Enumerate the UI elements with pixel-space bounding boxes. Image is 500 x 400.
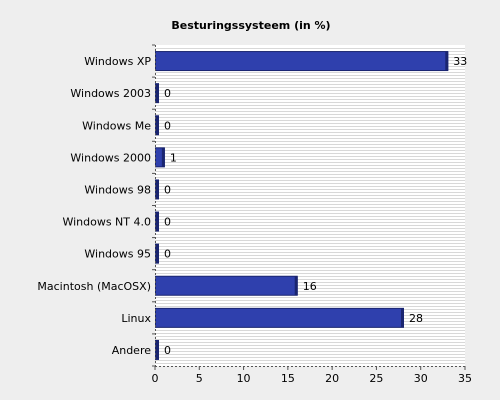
x-tick-label: 5 [196, 372, 203, 385]
data-label: 0 [164, 183, 171, 196]
data-label: 1 [170, 151, 177, 164]
bar-edge [156, 212, 159, 232]
category-label: Macintosh (MacOSX) [37, 280, 151, 293]
category-label: Windows 98 [84, 183, 151, 196]
bar-edge [156, 244, 159, 264]
bar-edge [156, 115, 159, 135]
data-label: 0 [164, 344, 171, 357]
data-label: 0 [164, 248, 171, 261]
x-tick-label: 0 [152, 372, 159, 385]
data-label: 33 [453, 55, 467, 68]
data-label: 0 [164, 119, 171, 132]
category-label: Windows Me [82, 119, 151, 132]
x-tick-label: 20 [325, 372, 339, 385]
bar-edge [156, 83, 159, 103]
category-label: Windows NT 4.0 [62, 216, 151, 229]
chart-title: Besturingssysteem (in %) [171, 19, 330, 32]
x-tick-label: 25 [369, 372, 383, 385]
x-tick-label: 35 [458, 372, 472, 385]
grid-lines [155, 48, 465, 364]
bar [155, 307, 404, 328]
category-label: Windows 2000 [70, 151, 151, 164]
data-label: 0 [164, 87, 171, 100]
x-tick-label: 10 [237, 372, 251, 385]
bar-edge [401, 308, 404, 328]
x-tick-label: 15 [281, 372, 295, 385]
data-label: 0 [164, 216, 171, 229]
x-tick-label: 30 [414, 372, 428, 385]
category-label: Andere [112, 344, 152, 357]
bar-edge [294, 276, 298, 296]
bar [155, 275, 298, 296]
plot-area: Windows XP 33 Windows 2003 0 Windows Me 0 Wind… [37, 44, 472, 385]
category-label: Windows XP [84, 55, 151, 68]
bar-edge [156, 179, 159, 199]
data-label: 28 [409, 312, 423, 325]
bar-edge [156, 340, 159, 360]
data-label: 16 [303, 280, 317, 293]
category-label: Windows 95 [84, 248, 151, 261]
category-label: Windows 2003 [70, 87, 151, 100]
bar [155, 51, 449, 72]
bar-edge [445, 51, 449, 71]
category-label: Linux [121, 312, 151, 325]
bar-edge [161, 147, 165, 167]
